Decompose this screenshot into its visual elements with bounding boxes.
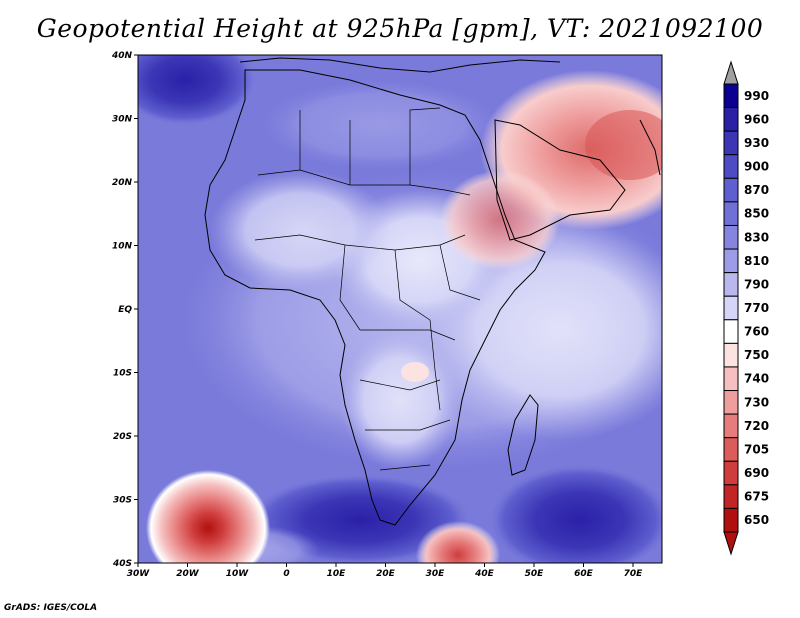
colorbar-swatch [723,130,739,156]
colorbar-swatch [723,390,739,415]
map-title: Geopotential Height at 925hPa [gpm], VT:… [36,14,764,43]
lat-tick-label: 20N [112,178,133,188]
colorbar-swatch [723,413,739,439]
lon-tick-label: 50E [525,569,545,579]
colorbar-swatch [723,507,739,533]
colorbar-label: 990 [744,89,769,103]
colorbar-swatch [723,154,739,179]
colorbar-swatch [723,201,739,226]
colorbar-swatch [723,460,739,486]
colorbar-swatch [723,437,739,462]
lat-tick-label: EQ [118,305,132,315]
colorbar-label: 770 [744,301,769,315]
lat-tick-label: 10S [113,369,132,379]
lon-tick-label: 20E [376,569,396,579]
colorbar-label: 730 [744,395,769,409]
colorbar-swatch [723,484,739,509]
colorbar-label: 750 [744,348,769,362]
colorbar-label: 870 [744,183,769,197]
lon-tick-label: 0 [283,569,289,579]
colorbar-label: 760 [744,325,769,339]
colorbar-swatch [723,342,739,368]
colorbar-swatch [723,177,739,203]
colorbar-swatch [723,272,739,297]
colorbar-label: 650 [744,513,769,527]
lat-tick-label: 40S [112,559,132,569]
colorbar-bottom-arrow [723,531,739,556]
colorbar: 990 960 930 900 870 850 830 810 790 770 760 750 740 7… [723,60,769,556]
colorbar-swatch [723,319,739,344]
lat-tick-label: 30N [112,115,133,125]
colorbar-label: 830 [744,230,769,244]
colorbar-label: 675 [744,490,769,504]
lat-tick-label: 40N [111,51,133,61]
colorbar-swatch [723,83,739,109]
lon-tick-label: 20W [176,569,200,579]
colorbar-swatch [723,224,739,250]
colorbar-label: 720 [744,419,769,433]
lat-tick-label: 30S [113,496,132,506]
colorbar-label: 930 [744,136,769,150]
latitude-axis: 40N 30N 20N 10N EQ 10S 20S 30S 40S [111,51,138,569]
colorbar-top-arrow [723,60,739,85]
colorbar-label: 850 [744,207,769,221]
lat-tick-label: 20S [113,432,132,442]
colorbar-swatch [723,248,739,274]
colorbar-label: 900 [744,160,769,174]
longitude-axis: 30W 20W 10W 0 10E 20E 30E 40E 50E 60E 70E [127,563,643,579]
lon-tick-label: 30W [127,569,151,579]
country-borders [254,107,481,471]
colorbar-label: 705 [744,442,769,456]
height-field [138,55,662,563]
lon-tick-label: 70E [624,569,644,579]
lon-tick-label: 30E [426,569,446,579]
coastlines [204,57,661,526]
colorbar-label: 810 [744,254,769,268]
colorbar-swatch [723,366,739,392]
colorbar-swatch [723,295,739,321]
lat-tick-label: 10N [112,242,133,252]
colorbar-label: 960 [744,112,769,126]
colorbar-label: 790 [744,277,769,291]
colorbar-label: 740 [744,372,769,386]
grads-credit: GrADS: IGES/COLA [4,603,98,613]
lon-tick-label: 10W [226,569,250,579]
lon-tick-label: 60E [574,569,594,579]
colorbar-swatch [723,107,739,132]
lon-tick-label: 40E [474,569,495,579]
colorbar-label: 690 [744,466,769,480]
lon-tick-label: 10E [327,569,347,579]
